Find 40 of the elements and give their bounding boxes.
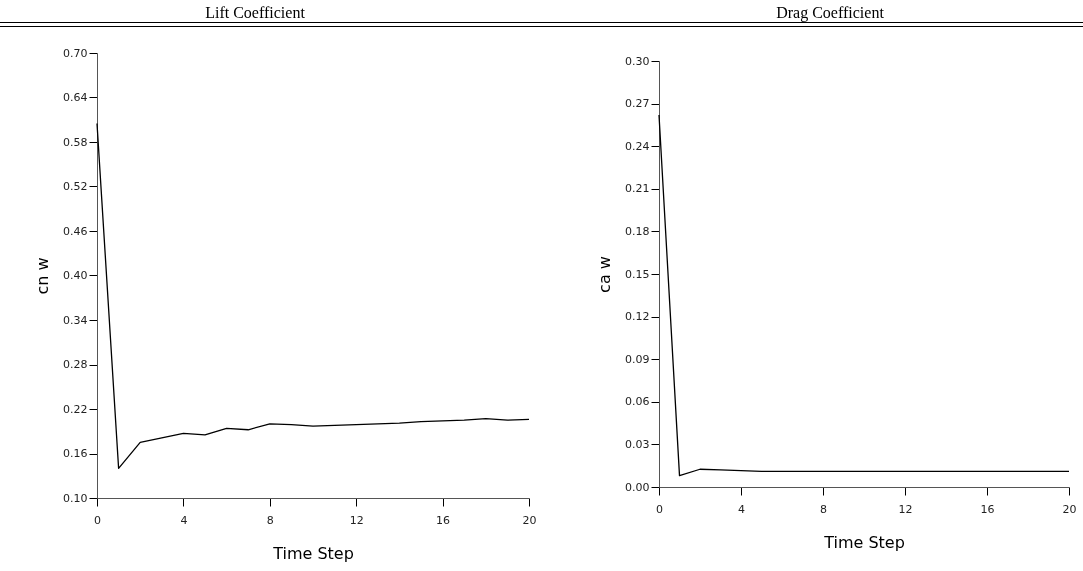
y-tick-label: 0.52 <box>63 180 88 193</box>
y-tick-label: 0.22 <box>63 402 88 416</box>
y-tick-label: 0.24 <box>625 139 650 153</box>
x-tick-label: 4 <box>180 513 188 527</box>
x-tick-label: 12 <box>898 502 913 516</box>
y-tick-label: 0.06 <box>625 395 650 409</box>
x-tick-label: 20 <box>522 513 537 527</box>
y-tick-label: 0.64 <box>63 91 88 104</box>
x-tick-label: 8 <box>820 502 827 516</box>
x-tick-label: 0 <box>656 502 663 516</box>
y-tick-label: 0.70 <box>63 46 88 60</box>
y-tick-label: 0.00 <box>625 480 650 494</box>
y-axis-title: ca w <box>595 256 615 293</box>
y-tick-label: 0.34 <box>63 313 88 327</box>
y-tick-label: 0.15 <box>625 267 650 281</box>
x-tick-label: 16 <box>980 502 995 516</box>
x-tick-label: 12 <box>349 513 364 527</box>
y-tick-label: 0.12 <box>625 310 650 324</box>
y-tick-label: 0.03 <box>625 437 650 451</box>
y-tick-label: 0.21 <box>625 182 650 196</box>
y-tick-label: 0.28 <box>63 358 88 371</box>
x-tick-label: 16 <box>436 513 451 527</box>
y-tick-label: 0.58 <box>63 135 88 149</box>
x-axis-title: Time Step <box>272 543 354 563</box>
y-tick-label: 0.27 <box>625 97 650 111</box>
x-tick-label: 4 <box>738 502 745 516</box>
y-tick-label: 0.46 <box>63 224 88 238</box>
y-tick-label: 0.09 <box>625 352 650 366</box>
y-axis-title: cn w <box>33 257 53 295</box>
y-tick-label: 0.40 <box>63 269 88 282</box>
x-axis-title: Time Step <box>823 532 905 552</box>
y-tick-label: 0.18 <box>625 224 650 238</box>
y-tick-label: 0.16 <box>63 447 88 460</box>
chart-title: Lift Coefficient <box>205 4 306 21</box>
x-tick-label: 8 <box>266 513 274 527</box>
x-tick-label: 20 <box>1062 502 1077 516</box>
y-tick-label: 0.30 <box>625 54 650 68</box>
y-tick-label: 0.10 <box>63 491 88 505</box>
chart-title: Drag Coefficient <box>776 4 885 22</box>
x-tick-label: 0 <box>94 513 101 527</box>
